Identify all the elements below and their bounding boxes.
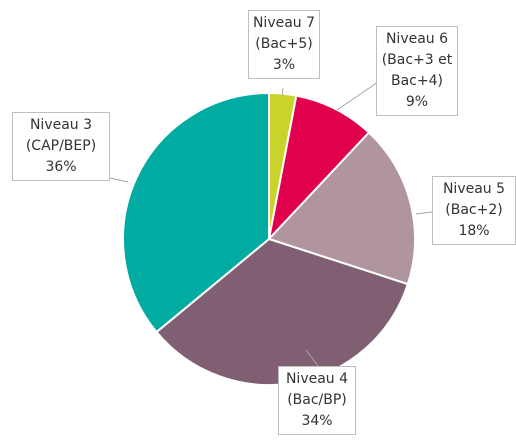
data-label: Niveau 5 (Bac+2) 18% <box>432 176 516 245</box>
label-description: (Bac+3 et Bac+4) <box>381 52 453 89</box>
label-name: Niveau 5 <box>442 181 506 197</box>
pie-slice <box>267 94 371 243</box>
data-label: Niveau 3 (CAP/BEP) 36% <box>12 112 110 181</box>
slices <box>122 91 416 386</box>
label-value: 34% <box>301 413 333 429</box>
data-label: Niveau 7 (Bac+5) 3% <box>248 10 320 79</box>
pie-slice <box>267 131 416 286</box>
label-description: (Bac+5) <box>255 36 313 52</box>
data-label: Niveau 6 (Bac+3 et Bac+4) 9% <box>376 26 458 116</box>
pie-slice <box>122 91 270 334</box>
leader-line <box>281 87 284 98</box>
leader-line <box>336 81 379 111</box>
label-value: 18% <box>458 223 490 239</box>
label-description: (Bac/BP) <box>287 392 347 408</box>
label-value: 3% <box>272 57 296 73</box>
label-value: 9% <box>405 94 429 110</box>
label-description: (CAP/BEP) <box>25 138 97 154</box>
label-name: Niveau 4 <box>285 371 349 387</box>
label-name: Niveau 7 <box>252 15 316 31</box>
leader-line <box>415 211 433 215</box>
label-name: Niveau 6 <box>385 31 449 47</box>
label-name: Niveau 3 <box>29 117 93 133</box>
label-value: 36% <box>45 159 77 175</box>
data-label: Niveau 4 (Bac/BP) 34% <box>278 366 356 435</box>
leader-line <box>109 177 129 183</box>
leader-line <box>305 349 319 367</box>
label-description: (Bac+2) <box>445 202 503 218</box>
